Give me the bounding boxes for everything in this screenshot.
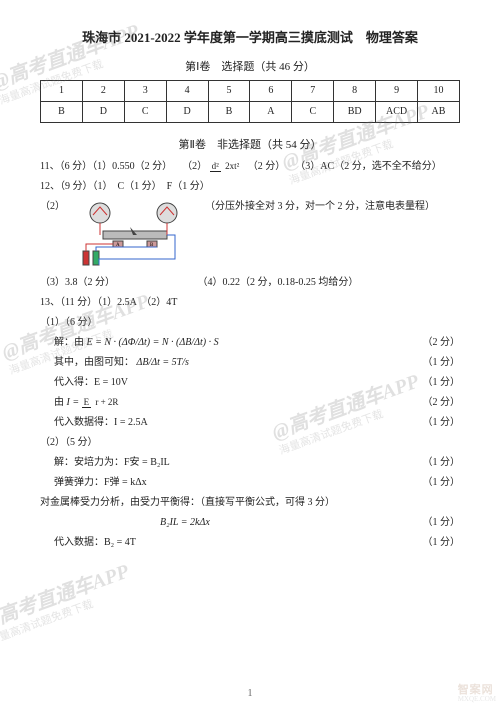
- frac-num: d²: [210, 161, 221, 172]
- points: （2 分）: [423, 335, 461, 351]
- frac-den: r + 2R: [93, 397, 120, 407]
- table-cell: D: [82, 102, 124, 123]
- q13-head: 13、（11 分）（1）2.5A （2）4T: [40, 295, 460, 311]
- page-number: 1: [0, 688, 500, 699]
- q13-step: 代入数据得：I = 2.5A （1 分）: [40, 415, 460, 431]
- table-cell: C: [124, 102, 166, 123]
- points: （1 分）: [423, 455, 461, 471]
- q12-part2-label: （2）: [40, 199, 65, 215]
- q13-step: B₂IL = 2kΔx （1 分）: [40, 515, 460, 531]
- points: （1 分）: [423, 535, 461, 551]
- q11-part3: （3）AC（2 分，选不全不给分）: [295, 161, 441, 172]
- q12-line2: （2） A B: [40, 199, 460, 269]
- table-cell: AB: [418, 102, 460, 123]
- equation: E = N · (ΔΦ/Δt) = N · (ΔB/Δt) · S: [87, 337, 219, 348]
- circuit-diagram: A B: [75, 199, 195, 269]
- table-cell: 10: [418, 81, 460, 102]
- q13-step: 其中，由图可知： ΔB/Δt = 5T/s （1 分）: [40, 355, 460, 371]
- watermark-big: @高考直通车APP: [0, 555, 132, 635]
- q13-step: 代入数据：B₂ = 4T （1 分）: [40, 535, 460, 551]
- equation: 代入数据：B₂ = 4T: [54, 537, 136, 548]
- fraction: E r + 2R: [82, 398, 121, 408]
- table-cell: 9: [376, 81, 418, 102]
- q11-part2-label: （2）: [182, 161, 207, 172]
- points: （1 分）: [423, 475, 461, 491]
- points: （1 分）: [423, 375, 461, 391]
- page: 珠海市 2021-2022 学年度第一学期高三摸底测试 物理答案 第Ⅰ卷 选择题…: [0, 0, 500, 565]
- table-row: B D C D B A C BD ACD AB: [41, 102, 460, 123]
- q13-note: 对金属棒受力分析，由受力平衡得：（直接写平衡公式，可得 3 分）: [40, 495, 460, 511]
- q13-step: 代入得：E = 10V （1 分）: [40, 375, 460, 391]
- part2-head: 第Ⅱ卷 非选择题（共 54 分）: [40, 137, 460, 155]
- equation: B₂IL = 2kΔx: [160, 517, 210, 528]
- label: 其中，由图可知：: [54, 357, 134, 368]
- table-cell: B: [41, 102, 83, 123]
- table-cell: A: [250, 102, 292, 123]
- q11-part1: 11、（6 分）（1）0.550（2 分）: [40, 161, 172, 172]
- table-cell: 3: [124, 81, 166, 102]
- frac-num: E: [82, 397, 92, 408]
- equation: ΔB/Δt = 5T/s: [137, 357, 189, 368]
- table-cell: D: [166, 102, 208, 123]
- frac-den: 2xt²: [223, 161, 241, 171]
- table-cell: B: [208, 102, 250, 123]
- doc-title: 珠海市 2021-2022 学年度第一学期高三摸底测试 物理答案: [40, 28, 460, 49]
- points: （2 分）: [423, 395, 461, 411]
- q12-part4: （4）0.22（2 分，0.18-0.25 均给分）: [198, 277, 359, 288]
- footer-watermark: 智案网 MXQE.COM: [458, 681, 496, 703]
- equation: 解：安培力为：F安 = B₂IL: [54, 457, 170, 468]
- points: （1 分）: [423, 415, 461, 431]
- label: 解：由: [54, 337, 84, 348]
- table-cell: BD: [334, 102, 376, 123]
- answer-table: 1 2 3 4 5 6 7 8 9 10 B D C D B A C BD AC…: [40, 80, 460, 123]
- q13-step: 由 I = E r + 2R （2 分）: [40, 395, 460, 411]
- q13-sub1: （1）（6 分）: [40, 315, 460, 331]
- q13-sub2: （2）（5 分）: [40, 435, 460, 451]
- q13-step: 解：安培力为：F安 = B₂IL （1 分）: [40, 455, 460, 471]
- equation: 代入数据得：I = 2.5A: [54, 417, 148, 428]
- table-cell: 5: [208, 81, 250, 102]
- points: （1 分）: [423, 515, 461, 531]
- q13-step: 弹簧弹力：F弹 = kΔx （1 分）: [40, 475, 460, 491]
- table-cell: 1: [41, 81, 83, 102]
- q12-line1: 12、（9 分）（1） C（1 分） F（1 分）: [40, 179, 460, 195]
- table-cell: 2: [82, 81, 124, 102]
- watermark: @高考直通车APP 海量高清试题免费下载: [0, 555, 137, 648]
- points: （2 分）: [248, 161, 286, 172]
- q11-line: 11、（6 分）（1）0.550（2 分） （2） d² 2xt² （2 分） …: [40, 159, 460, 175]
- q12-line3: （3）3.8（2 分） （4）0.22（2 分，0.18-0.25 均给分）: [40, 275, 460, 291]
- label: 由: [54, 397, 64, 408]
- table-cell: C: [292, 102, 334, 123]
- q12-part3: （3）3.8（2 分）: [40, 277, 115, 288]
- table-cell: 8: [334, 81, 376, 102]
- table-cell: 4: [166, 81, 208, 102]
- part1-head: 第Ⅰ卷 选择题（共 46 分）: [40, 59, 460, 77]
- table-cell: 6: [250, 81, 292, 102]
- points: （1 分）: [423, 355, 461, 371]
- circuit-icon: A B: [75, 199, 195, 269]
- table-cell: 7: [292, 81, 334, 102]
- table-cell: ACD: [376, 102, 418, 123]
- equation: 弹簧弹力：F弹 = kΔx: [54, 477, 147, 488]
- q13-step: 解：由 E = N · (ΔΦ/Δt) = N · (ΔB/Δt) · S （2…: [40, 335, 460, 351]
- table-row: 1 2 3 4 5 6 7 8 9 10: [41, 81, 460, 102]
- q12-part2-note: （分压外接全对 3 分，对一个 2 分，注意电表量程）: [205, 199, 460, 215]
- footer-url: MXQE.COM: [458, 695, 496, 703]
- fraction: d² 2xt²: [210, 162, 242, 172]
- equation: 代入得：E = 10V: [54, 377, 128, 388]
- watermark-small: 海量高清试题免费下载: [0, 580, 137, 648]
